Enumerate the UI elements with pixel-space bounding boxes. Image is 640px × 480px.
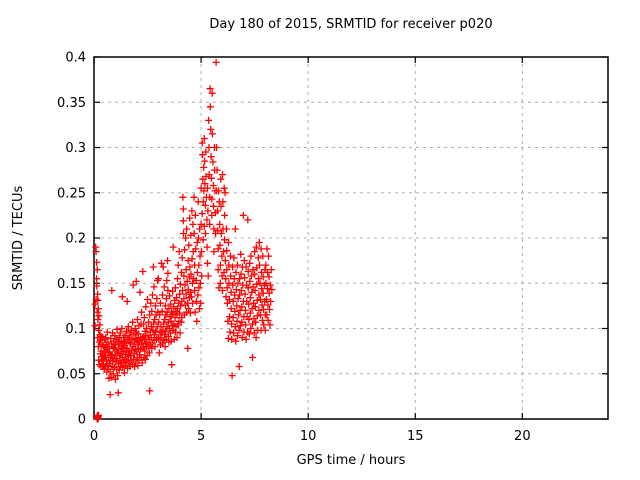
y-axis-label: SRMTID / TECUs <box>11 186 26 291</box>
y-tick-label: 0.35 <box>57 96 86 111</box>
chart-title: Day 180 of 2015, SRMTID for receiver p02… <box>209 17 492 32</box>
x-tick-labels: 0 5 10 15 20 <box>90 429 531 444</box>
x-tick-label: 20 <box>514 429 531 444</box>
data-points <box>91 58 276 423</box>
x-axis-label: GPS time / hours <box>297 453 406 468</box>
y-tick-label: 0.15 <box>57 277 86 292</box>
plot-border <box>93 56 609 420</box>
x-tick-label: 15 <box>407 429 424 444</box>
x-tick-label: 0 <box>90 429 98 444</box>
y-tick-label: 0.4 <box>65 51 86 66</box>
y-tick-label: 0.05 <box>57 367 86 382</box>
y-tick-label: 0.25 <box>57 186 86 201</box>
y-tick-labels: 0 0.05 0.1 0.15 0.2 0.25 0.3 0.35 0.4 <box>57 51 86 428</box>
y-tick-label: 0 <box>78 413 86 428</box>
y-tick-label: 0.2 <box>65 232 86 247</box>
x-tick-label: 10 <box>300 429 317 444</box>
y-tick-label: 0.1 <box>65 322 86 337</box>
scatter-plus-markers <box>91 58 276 423</box>
grid-lines <box>94 57 608 419</box>
y-tick-label: 0.3 <box>65 141 86 156</box>
x-tick-label: 5 <box>197 429 205 444</box>
